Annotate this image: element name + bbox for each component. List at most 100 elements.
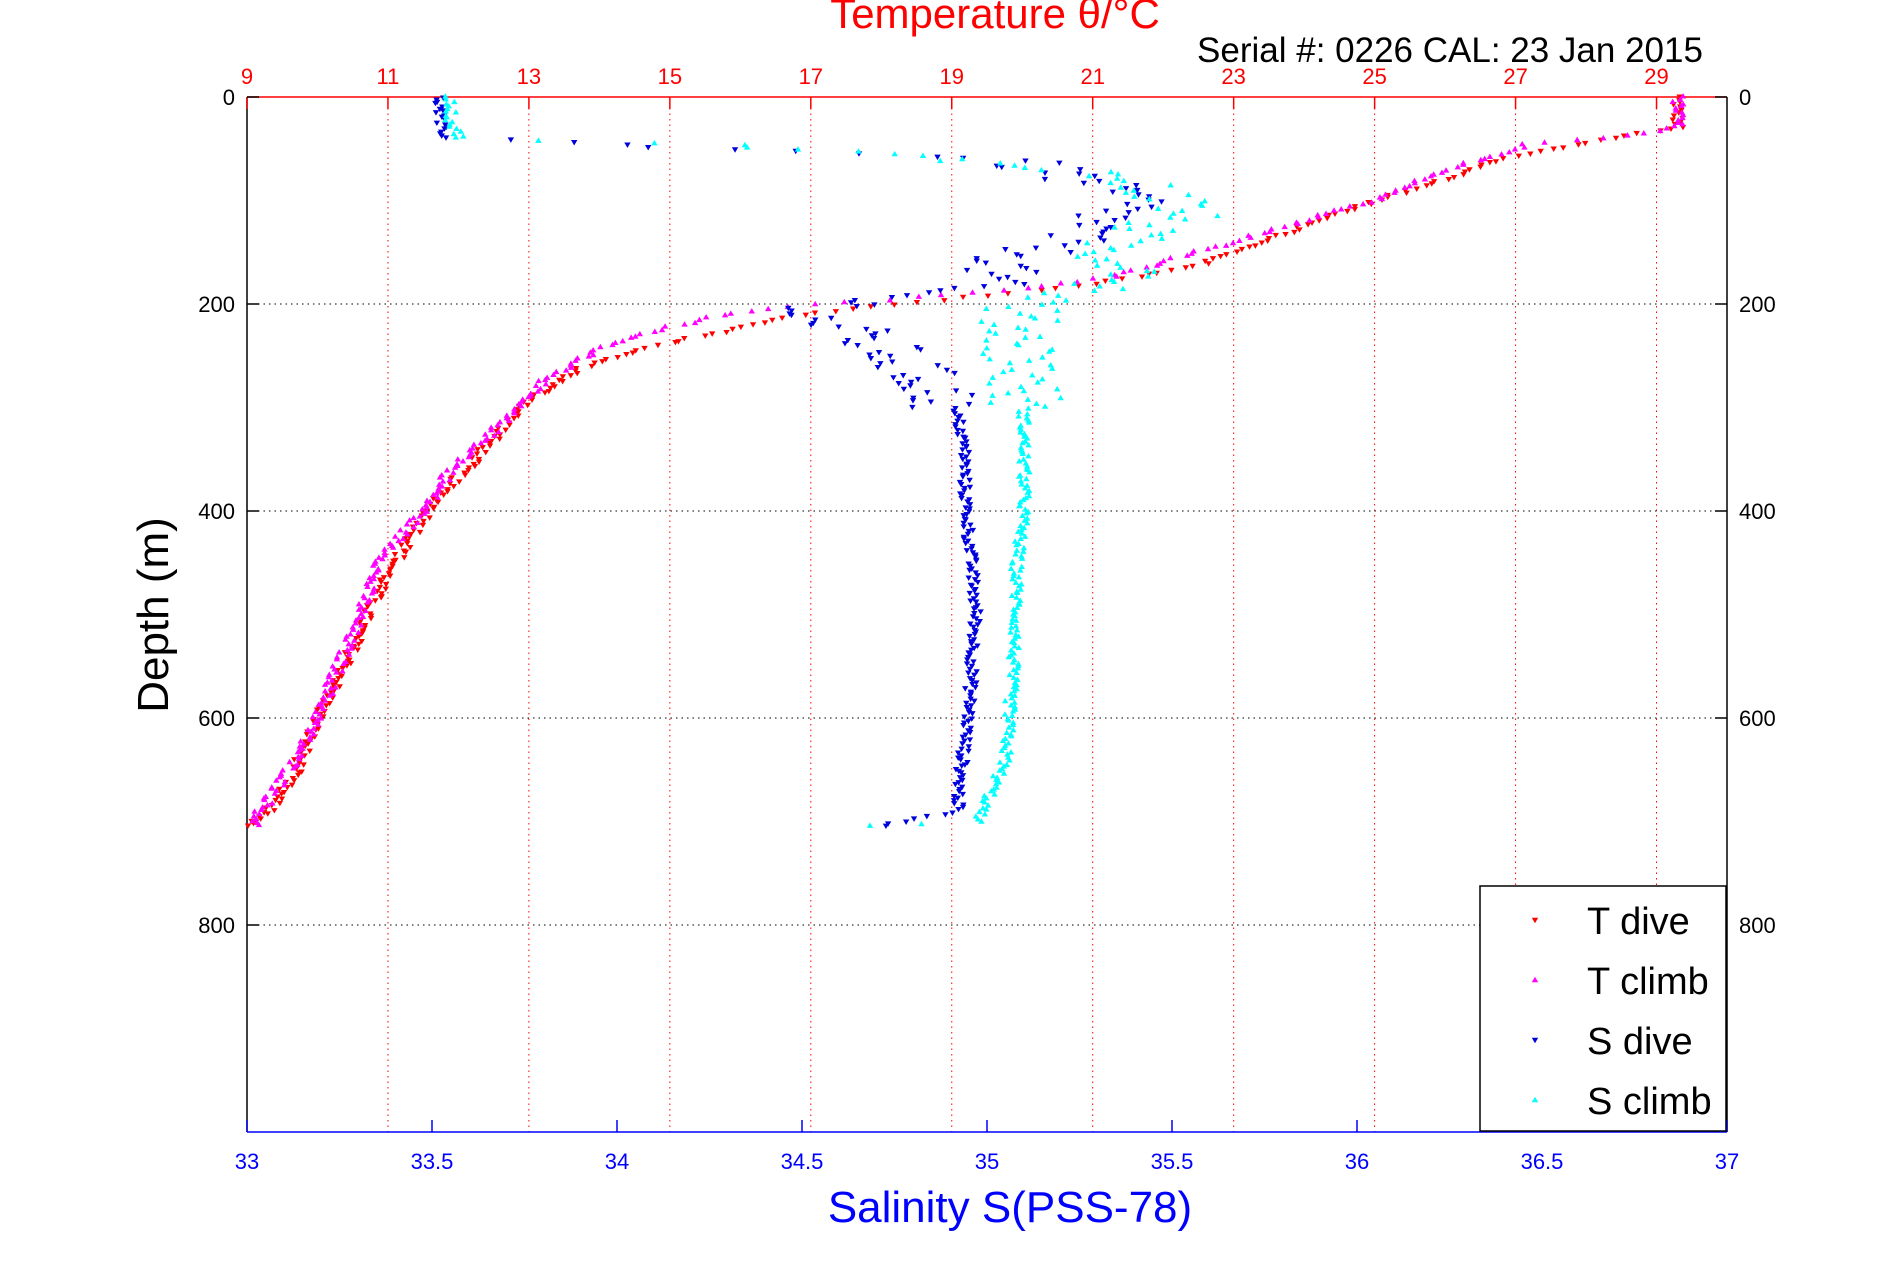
data-point — [963, 548, 970, 554]
data-point — [960, 722, 967, 729]
data-point — [1004, 389, 1012, 396]
data-point — [525, 393, 532, 400]
data-point — [854, 343, 861, 349]
data-point — [329, 690, 337, 697]
data-point — [1021, 164, 1029, 170]
data-point — [1021, 484, 1029, 491]
data-point — [970, 624, 977, 631]
data-point — [951, 411, 959, 417]
data-point — [811, 310, 819, 316]
data-point — [1015, 633, 1022, 639]
data-point — [902, 819, 910, 825]
series-s-climb — [442, 93, 1221, 828]
data-point — [925, 290, 933, 296]
data-point — [1428, 181, 1435, 187]
data-point — [1017, 586, 1024, 592]
data-point — [1013, 541, 1020, 548]
data-point — [661, 323, 669, 329]
data-point — [965, 528, 973, 535]
data-point — [1091, 173, 1098, 180]
data-point — [974, 579, 982, 586]
data-point — [1107, 168, 1115, 175]
data-point — [1184, 252, 1191, 258]
data-point — [958, 763, 965, 769]
data-point — [442, 96, 449, 102]
data-point — [968, 647, 975, 654]
data-point — [1046, 348, 1053, 354]
data-point — [278, 796, 286, 802]
data-point — [1103, 255, 1110, 262]
data-point — [1017, 426, 1025, 432]
data-point — [416, 529, 424, 536]
legend-label: S dive — [1587, 1021, 1693, 1063]
data-point — [264, 811, 271, 817]
data-point — [1624, 132, 1631, 138]
legend-label: S climb — [1587, 1081, 1712, 1123]
data-point — [414, 519, 421, 526]
data-point — [1067, 249, 1074, 256]
data-point — [1678, 102, 1685, 109]
data-point — [333, 679, 340, 686]
data-point — [1096, 283, 1103, 289]
data-point — [1167, 254, 1174, 261]
data-point — [959, 294, 967, 301]
data-point — [1016, 310, 1024, 316]
data-point — [1212, 243, 1219, 249]
data-point — [965, 744, 973, 750]
data-point — [951, 370, 958, 377]
data-point — [1679, 93, 1687, 99]
data-point — [971, 611, 978, 617]
data-point — [965, 575, 972, 581]
data-point — [794, 146, 802, 152]
data-point — [355, 614, 363, 621]
data-point — [574, 370, 581, 377]
data-point — [366, 574, 373, 581]
data-point — [863, 326, 870, 333]
data-point — [1359, 200, 1367, 207]
data-point — [454, 456, 461, 462]
data-point — [955, 788, 963, 795]
y-tick-label-left: 200 — [198, 292, 235, 317]
data-point — [955, 415, 962, 421]
data-point — [969, 711, 976, 717]
data-point — [1007, 749, 1015, 755]
data-point — [1015, 473, 1023, 479]
data-point — [1676, 96, 1684, 103]
data-point — [954, 432, 961, 438]
data-point — [1023, 509, 1030, 516]
data-point — [996, 759, 1004, 765]
data-point — [1537, 148, 1544, 155]
data-point — [1034, 379, 1041, 385]
data-point — [1005, 653, 1012, 660]
data-point — [967, 563, 974, 570]
data-point — [403, 521, 411, 527]
data-point — [1013, 604, 1021, 610]
data-point — [954, 795, 961, 802]
data-point — [339, 667, 346, 674]
data-point — [1156, 260, 1164, 266]
data-point — [347, 660, 355, 667]
data-point — [310, 730, 318, 737]
data-point — [304, 726, 312, 733]
data-point — [644, 145, 652, 151]
y-tick-label-left: 800 — [198, 913, 235, 938]
data-point — [937, 288, 944, 294]
data-point — [1158, 235, 1166, 241]
data-point — [1001, 711, 1009, 717]
data-point — [436, 474, 444, 480]
data-point — [440, 492, 447, 498]
data-point — [989, 374, 996, 380]
data-point — [967, 703, 975, 709]
data-point — [1008, 619, 1016, 626]
x-tick-label-temperature: 25 — [1362, 64, 1386, 89]
data-point — [966, 666, 974, 673]
data-point — [812, 317, 819, 323]
data-point — [1281, 223, 1288, 230]
data-point — [1005, 740, 1012, 746]
data-point — [702, 333, 709, 339]
data-point — [361, 594, 368, 601]
data-point — [907, 383, 914, 389]
data-point — [399, 535, 407, 542]
data-point — [832, 309, 840, 315]
data-point — [1145, 273, 1152, 279]
